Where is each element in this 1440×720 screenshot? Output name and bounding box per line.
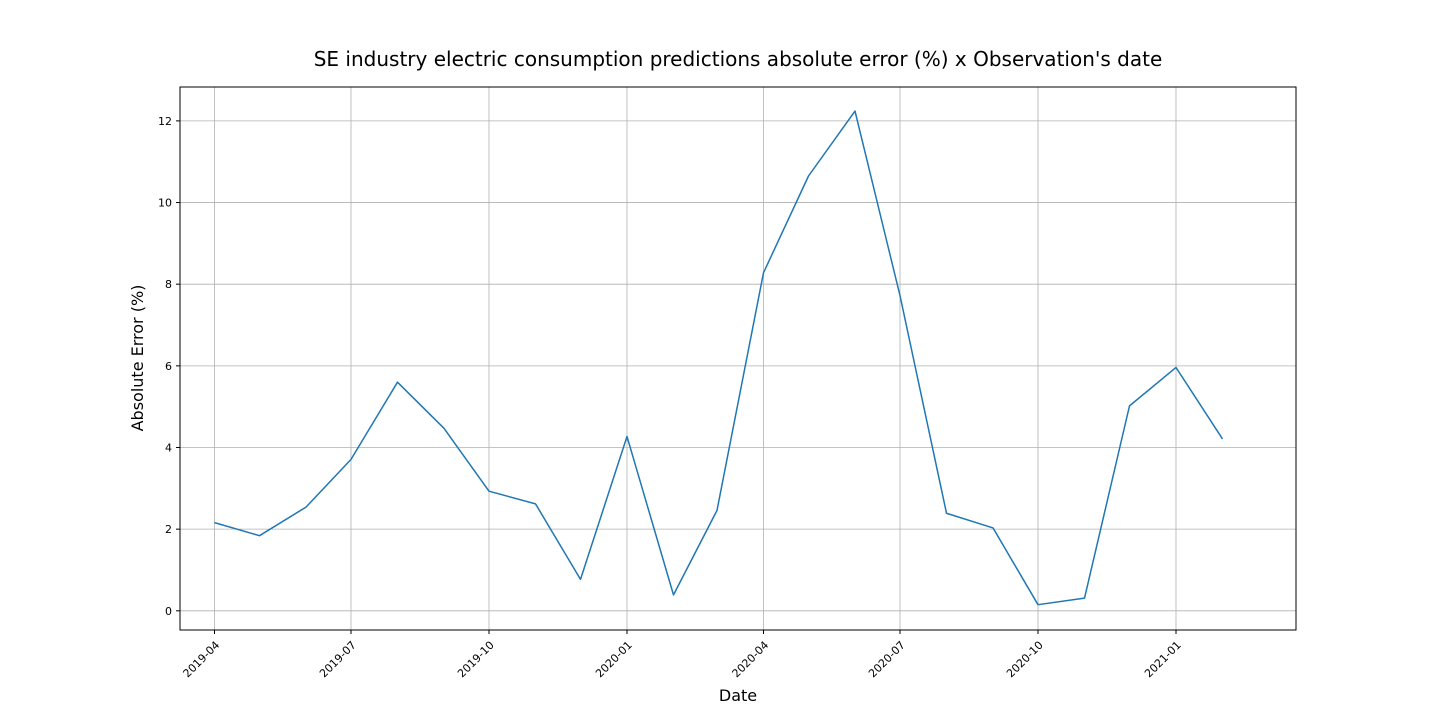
x-tick-label: 2020-04: [730, 639, 772, 681]
y-tick-label: 12: [158, 115, 172, 128]
y-tick-label: 10: [158, 197, 172, 210]
x-tick-label: 2019-04: [181, 639, 223, 681]
grid: [180, 87, 1296, 630]
y-tick-label: 4: [165, 442, 172, 455]
chart-title: SE industry electric consumption predict…: [314, 47, 1163, 71]
x-tick-label: 2021-01: [1142, 639, 1184, 681]
series-line: [214, 110, 1224, 606]
x-axis: 2019-04 2019-07 2019-10 2020-01 2020-04 2020-…: [181, 630, 1184, 680]
plot-frame: [179, 86, 1297, 631]
x-tick-label: 2020-01: [593, 639, 635, 681]
x-tick-label: 2019-10: [455, 639, 497, 681]
y-tick-label: 0: [165, 605, 172, 618]
y-axis: 0 2 4 6 8 10 12: [158, 115, 180, 618]
y-tick-label: 2: [165, 523, 172, 536]
series-layer: [214, 110, 1224, 606]
x-axis-label: Date: [719, 686, 757, 705]
y-tick-label: 8: [165, 278, 172, 291]
y-tick-label: 6: [165, 360, 172, 373]
x-tick-label: 2019-07: [317, 639, 359, 681]
y-axis-label: Absolute Error (%): [128, 285, 147, 432]
x-tick-label: 2020-07: [866, 639, 908, 681]
x-tick-label: 2020-10: [1004, 639, 1046, 681]
